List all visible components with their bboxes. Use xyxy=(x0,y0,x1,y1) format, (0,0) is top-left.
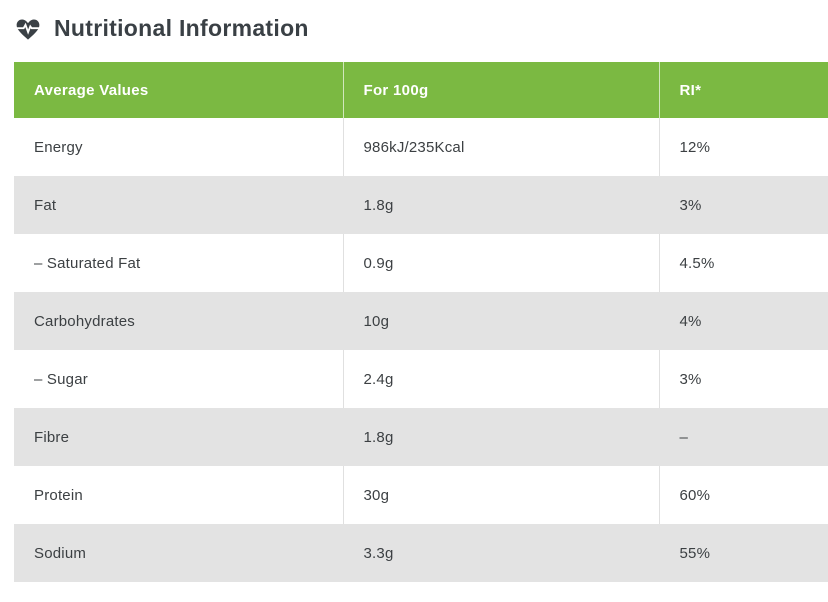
table-row: Protein 30g 60% xyxy=(14,466,828,524)
row-label-cell: Energy xyxy=(14,118,343,176)
table-row: Fibre 1.8g – xyxy=(14,408,828,466)
table-row: Carbohydrates 10g 4% xyxy=(14,292,828,350)
table-row: – Sugar 2.4g 3% xyxy=(14,350,828,408)
row-ri-cell: 12% xyxy=(658,118,828,176)
heartbeat-icon xyxy=(14,15,42,41)
page-header: Nutritional Information xyxy=(14,8,828,48)
row-label-cell: – Sugar xyxy=(14,350,343,408)
row-label-cell: Fibre xyxy=(14,408,343,466)
row-ri-cell: 3% xyxy=(658,176,828,234)
row-value-cell: 0.9g xyxy=(342,234,659,292)
table-row: – Saturated Fat 0.9g 4.5% xyxy=(14,234,828,292)
row-value-cell: 1.8g xyxy=(342,408,659,466)
nutrition-table: Average Values For 100g RI* Energy 986kJ… xyxy=(14,62,828,582)
column-header-average-values: Average Values xyxy=(14,62,343,118)
page-title: Nutritional Information xyxy=(54,14,309,41)
row-value-cell: 30g xyxy=(342,466,659,524)
row-value-cell: 1.8g xyxy=(342,176,659,234)
table-row: Fat 1.8g 3% xyxy=(14,176,828,234)
row-ri-cell: 3% xyxy=(658,350,828,408)
row-ri-cell: – xyxy=(658,408,828,466)
table-row: Sodium 3.3g 55% xyxy=(14,524,828,582)
row-label-cell: Sodium xyxy=(14,524,343,582)
table-body: Energy 986kJ/235Kcal 12% Fat 1.8g 3% – S… xyxy=(14,118,828,582)
row-value-cell: 2.4g xyxy=(342,350,659,408)
row-ri-cell: 60% xyxy=(658,466,828,524)
row-value-cell: 986kJ/235Kcal xyxy=(342,118,659,176)
row-ri-cell: 4% xyxy=(658,292,828,350)
row-value-cell: 10g xyxy=(342,292,659,350)
row-label-cell: Fat xyxy=(14,176,343,234)
row-ri-cell: 4.5% xyxy=(658,234,828,292)
row-label-cell: Protein xyxy=(14,466,343,524)
row-ri-cell: 55% xyxy=(658,524,828,582)
row-value-cell: 3.3g xyxy=(342,524,659,582)
column-header-for-100g: For 100g xyxy=(342,62,659,118)
column-header-ri: RI* xyxy=(658,62,828,118)
row-label-cell: – Saturated Fat xyxy=(14,234,343,292)
row-label-cell: Carbohydrates xyxy=(14,292,343,350)
table-header: Average Values For 100g RI* xyxy=(14,62,828,118)
header-row: Average Values For 100g RI* xyxy=(14,62,828,118)
table-row: Energy 986kJ/235Kcal 12% xyxy=(14,118,828,176)
